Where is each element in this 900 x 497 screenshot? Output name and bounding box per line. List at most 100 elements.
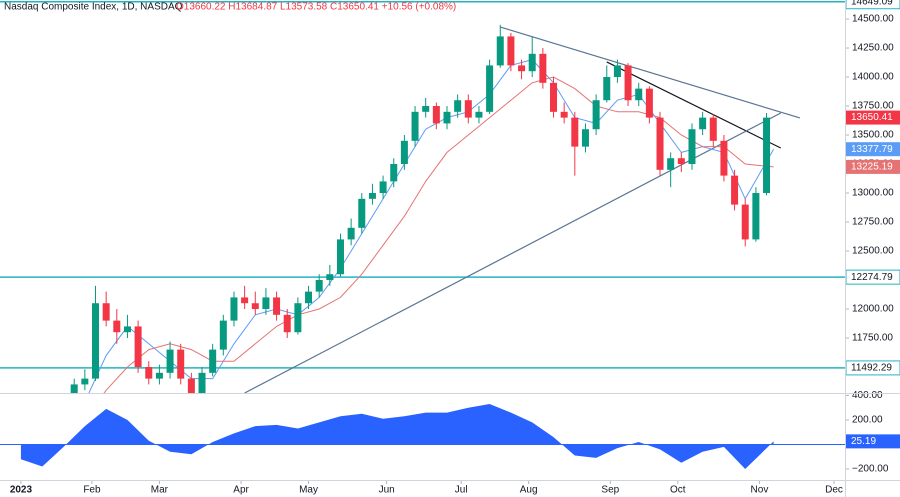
candle-body — [187, 378, 195, 393]
candle-body — [251, 303, 259, 310]
trendline — [500, 26, 801, 119]
x-tick-label: Apr — [233, 485, 249, 496]
x-tick-label: 2023 — [10, 485, 33, 496]
last-price-label: 13650.41 — [851, 112, 893, 123]
candle-body — [294, 303, 302, 333]
x-tick-label: Aug — [520, 485, 538, 496]
y-tick-label: 400.00 — [852, 390, 883, 401]
candle-body — [763, 117, 771, 194]
candle-body — [177, 349, 185, 379]
candle-body — [667, 158, 675, 170]
candle-body — [241, 297, 249, 304]
candle-body — [613, 65, 621, 78]
level-label: 12274.79 — [851, 272, 893, 283]
candle-body — [454, 100, 462, 112]
candle-body — [379, 181, 387, 194]
candle-body — [219, 320, 227, 350]
oscillator-label-box — [846, 434, 900, 449]
y-tick-label: 12750.00 — [852, 217, 894, 228]
candle-body — [550, 82, 558, 112]
candle-body — [358, 198, 366, 228]
candle-body — [368, 193, 376, 199]
candle-body — [539, 53, 547, 83]
candle-body — [560, 111, 568, 118]
candle-body — [507, 36, 515, 66]
candle-body — [752, 193, 760, 240]
candle-body — [475, 111, 483, 118]
y-tick-label: 11750.00 — [852, 333, 893, 344]
x-tick-label: Dec — [825, 485, 843, 496]
moving-average-line — [103, 76, 774, 393]
candle-body — [134, 326, 142, 368]
y-tick-label: −200.00 — [852, 464, 889, 475]
candle-body — [603, 77, 611, 101]
candle-body — [432, 106, 440, 124]
price-pane — [0, 0, 845, 393]
x-tick-label: Sep — [601, 485, 619, 496]
candle-body — [720, 140, 728, 176]
trendline — [606, 61, 782, 149]
candle-body — [155, 372, 163, 379]
y-tick-label: 14500.00 — [852, 14, 894, 25]
candle-body — [400, 140, 408, 165]
oscillator-pane — [0, 404, 845, 469]
x-tick-label: Jun — [379, 485, 395, 496]
candle-body — [645, 88, 653, 118]
oscillator-area — [20, 404, 774, 469]
y-tick-label: 12000.00 — [852, 304, 894, 315]
y-tick-label: 14000.00 — [852, 72, 894, 83]
candle-body — [496, 36, 504, 66]
candle-body — [464, 100, 472, 118]
last-price-label-box — [846, 110, 900, 125]
level-label: 11492.29 — [851, 363, 892, 374]
candle-body — [422, 106, 430, 112]
candle-body — [102, 303, 110, 321]
level-label: 14649.09 — [851, 0, 893, 7]
candle-body — [198, 372, 206, 393]
candle-body — [326, 274, 334, 281]
ma-fast-label: 13377.79 — [851, 144, 893, 155]
candle-body — [81, 378, 89, 385]
candle-body — [390, 164, 398, 182]
candle-body — [145, 367, 153, 379]
candle-body — [92, 303, 100, 379]
y-tick-label: 14250.00 — [852, 43, 894, 54]
x-tick-label: May — [299, 485, 318, 496]
candle-body — [230, 297, 238, 321]
y-tick-label: 13750.00 — [852, 101, 894, 112]
oscillator-label: 25.19 — [851, 436, 876, 447]
candle-body — [528, 53, 536, 72]
candle-body — [262, 297, 270, 310]
axes: 11750.0012000.0012250.0012500.0012750.00… — [10, 0, 900, 496]
candle-body — [305, 291, 313, 304]
ohlc-readout: O13660.22 H13684.87 L13573.58 C13650.41 … — [176, 2, 456, 13]
candle-body — [315, 280, 323, 292]
x-tick-label: Nov — [751, 485, 769, 496]
candle-body — [70, 384, 78, 393]
candle-body — [592, 100, 600, 130]
candle-body — [624, 65, 632, 101]
y-tick-label: 13000.00 — [852, 188, 894, 199]
chart-title: Nasdaq Composite Index, 1D, NASDAQ — [4, 2, 183, 13]
candle-body — [486, 65, 494, 112]
candle-body — [166, 349, 174, 373]
candle-body — [741, 204, 749, 240]
candle-body — [273, 297, 281, 315]
candle-body — [581, 129, 589, 147]
candle-body — [688, 129, 696, 165]
candle-body — [656, 117, 664, 170]
x-tick-label: Jul — [455, 485, 468, 496]
candle-body — [209, 349, 217, 373]
ma-slow-label-box — [846, 159, 900, 174]
candle-body — [571, 117, 579, 147]
candle-body — [731, 175, 739, 205]
candle-body — [123, 326, 131, 333]
x-tick-label: Mar — [151, 485, 169, 496]
x-tick-label: Oct — [670, 485, 686, 496]
y-tick-label: 12500.00 — [852, 246, 894, 257]
ma-fast-label-box — [846, 142, 900, 157]
candle-body — [699, 117, 707, 130]
x-tick-label: Feb — [83, 485, 101, 496]
y-tick-label: 200.00 — [852, 415, 883, 426]
